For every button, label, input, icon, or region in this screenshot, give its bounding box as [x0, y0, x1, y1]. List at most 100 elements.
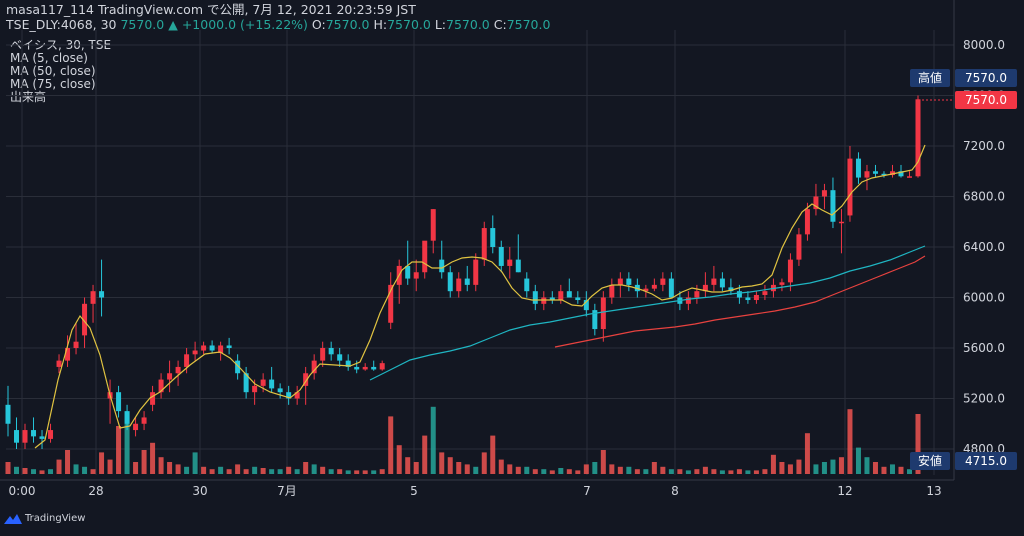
- candle-body: [881, 173, 887, 176]
- candle-body: [464, 278, 470, 285]
- volume-bar: [107, 459, 113, 474]
- ma50-line: [369, 245, 926, 381]
- volume-bar: [719, 470, 725, 474]
- volume-bar: [796, 459, 802, 474]
- volume-bar: [779, 462, 785, 474]
- candle-body: [566, 291, 572, 298]
- high-label-bg: [910, 69, 950, 87]
- candle-body: [711, 278, 717, 285]
- candle-body: [65, 348, 71, 361]
- x-tick-label: 7月: [277, 484, 297, 498]
- candle-body: [447, 272, 453, 292]
- volume-bar: [575, 470, 581, 474]
- candle-body: [388, 284, 394, 323]
- candle-body: [379, 363, 385, 370]
- y-tick-label: 8000.0: [963, 38, 1005, 52]
- candle-body: [124, 411, 130, 424]
- candle-body: [133, 423, 139, 431]
- volume-bar: [532, 469, 538, 474]
- volume-bar: [422, 435, 428, 474]
- volume-bar: [141, 450, 147, 474]
- legend-ma5[interactable]: MA (5, close): [10, 51, 88, 65]
- volume-bar: [243, 469, 249, 474]
- volume-bar: [592, 462, 598, 474]
- candle-body: [541, 297, 547, 304]
- candle-body: [192, 350, 198, 355]
- low-value-tag: 4715.0: [965, 454, 1007, 468]
- candle-body: [252, 385, 258, 393]
- volume-bar: [872, 462, 878, 474]
- volume-bar: [481, 452, 487, 474]
- volume-bar: [269, 469, 275, 474]
- volume-bar: [65, 450, 71, 474]
- y-tick-label: 5200.0: [963, 392, 1005, 406]
- volume-bar: [838, 457, 844, 474]
- candle-body: [175, 366, 181, 374]
- volume-bar: [507, 464, 513, 474]
- volume-bar: [252, 466, 258, 474]
- candle-body: [753, 294, 759, 301]
- volume-bar: [498, 459, 504, 474]
- volume-bar: [915, 414, 921, 474]
- volume-bar: [337, 469, 343, 474]
- volume-bar: [405, 457, 411, 474]
- volume-bar: [82, 466, 88, 474]
- candle-body: [847, 158, 853, 216]
- last-price-tag: 7570.0: [965, 93, 1007, 107]
- y-tick-label: 6000.0: [963, 291, 1005, 305]
- y-tick-label: 7200.0: [963, 139, 1005, 153]
- candle-body: [600, 297, 606, 330]
- legend-ma75[interactable]: MA (75, close): [10, 77, 96, 91]
- volume-bar: [260, 468, 266, 474]
- high-label: H:: [373, 17, 388, 32]
- candle-body: [337, 354, 343, 361]
- volume-bar: [702, 466, 708, 474]
- candle-body: [685, 297, 691, 304]
- candle-body: [660, 278, 666, 285]
- volume-bar: [651, 462, 657, 474]
- volume-bar: [804, 433, 810, 474]
- candle-body: [558, 291, 564, 301]
- volume-bar: [711, 469, 717, 474]
- candle-body: [838, 221, 844, 224]
- volume-bar: [736, 469, 742, 474]
- volume-bar: [56, 459, 62, 474]
- candle-body: [439, 259, 445, 273]
- candle-body: [226, 345, 232, 348]
- candle-body: [481, 228, 487, 260]
- volume-bar: [124, 411, 130, 474]
- indicator-legend: ベイシス, 30, TSE MA (5, close) MA (50, clos…: [10, 39, 111, 104]
- volume-bar: [303, 462, 309, 474]
- volume-bar: [158, 457, 164, 474]
- candle-body: [515, 259, 521, 273]
- candle-body: [260, 379, 266, 386]
- volume-bar: [413, 462, 419, 474]
- high-value: 7570.0: [387, 17, 431, 32]
- volume-bar: [388, 416, 394, 474]
- candle-body: [668, 278, 674, 298]
- close-label: C:: [493, 17, 507, 32]
- legend-volume[interactable]: 出来高: [10, 90, 47, 104]
- symbol-label: TSE_DLY:4068, 30: [6, 17, 117, 32]
- candle-body: [694, 291, 700, 298]
- candle-body: [864, 171, 870, 178]
- volume-bar: [218, 466, 224, 474]
- volume-bar: [396, 445, 402, 474]
- volume-bar: [456, 462, 462, 474]
- volume-bar: [770, 454, 776, 474]
- volume-bar: [48, 469, 54, 474]
- candle-body: [56, 360, 62, 367]
- volume-bar: [235, 464, 241, 474]
- volume-bar: [813, 464, 819, 474]
- candle-body: [48, 430, 54, 439]
- volume-bar: [906, 469, 912, 474]
- candle-body: [354, 366, 360, 370]
- candle-body: [39, 436, 45, 439]
- candle-body: [643, 288, 649, 292]
- volume-bar: [855, 447, 861, 474]
- legend-ma50[interactable]: MA (50, close): [10, 64, 96, 78]
- volume-bar: [634, 469, 640, 474]
- candle-body: [158, 379, 164, 393]
- volume-bar: [320, 466, 326, 474]
